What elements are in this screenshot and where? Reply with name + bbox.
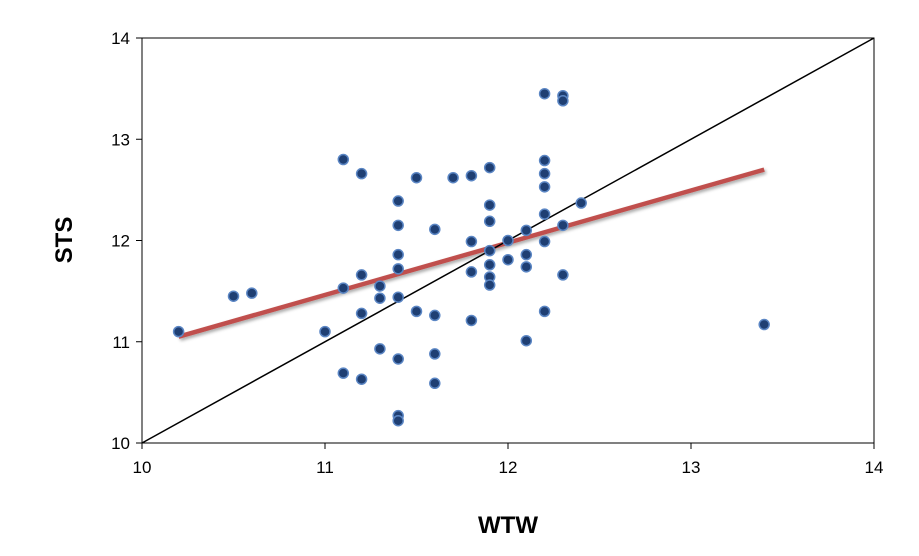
data-point xyxy=(538,87,551,100)
data-point xyxy=(538,167,551,180)
data-point xyxy=(483,279,496,291)
data-point xyxy=(538,181,551,193)
data-point xyxy=(410,305,423,318)
x-tick-label: 14 xyxy=(865,458,884,477)
data-point xyxy=(392,353,404,365)
data-point xyxy=(465,169,478,182)
x-axis-ticks: 10 11 12 13 14 xyxy=(133,443,884,477)
data-point xyxy=(538,305,551,318)
data-point xyxy=(465,314,478,327)
x-tick-label: 10 xyxy=(133,458,152,477)
y-axis-title: STS xyxy=(51,217,78,264)
data-point xyxy=(374,343,386,355)
data-point xyxy=(374,280,386,292)
data-point xyxy=(483,244,496,257)
data-point xyxy=(392,263,404,275)
data-point xyxy=(172,325,185,338)
data-point xyxy=(557,269,569,281)
data-point xyxy=(758,318,770,331)
data-point xyxy=(392,248,404,261)
data-point xyxy=(575,197,587,209)
data-point xyxy=(429,309,441,322)
data-point xyxy=(538,154,551,167)
data-point xyxy=(502,253,514,266)
data-point xyxy=(246,287,258,299)
data-point xyxy=(483,259,496,271)
data-point xyxy=(465,266,478,278)
x-tick-label: 12 xyxy=(499,458,518,477)
data-point xyxy=(447,171,459,184)
data-point xyxy=(557,95,569,107)
y-tick-label: 10 xyxy=(111,434,130,453)
data-point xyxy=(538,208,551,220)
data-point xyxy=(483,161,496,174)
data-point xyxy=(319,325,331,338)
data-point xyxy=(483,199,496,211)
data-point xyxy=(502,234,514,247)
data-point xyxy=(374,292,386,304)
x-axis-title: WTW xyxy=(478,512,538,539)
data-point xyxy=(429,377,441,390)
points-layer xyxy=(172,87,770,427)
data-point xyxy=(429,348,441,360)
data-point xyxy=(355,167,368,180)
y-tick-label: 12 xyxy=(111,232,130,251)
data-point xyxy=(520,248,533,261)
data-point xyxy=(557,219,569,232)
data-point xyxy=(520,224,533,237)
data-point xyxy=(465,235,478,248)
data-point xyxy=(227,290,240,302)
y-tick-label: 13 xyxy=(111,130,130,149)
data-point xyxy=(355,269,368,281)
data-point xyxy=(392,414,404,427)
data-point xyxy=(392,291,404,303)
data-point xyxy=(337,282,350,294)
x-tick-label: 11 xyxy=(316,458,334,477)
data-point xyxy=(410,171,423,184)
data-point xyxy=(392,195,404,207)
data-point xyxy=(520,261,533,273)
data-point xyxy=(355,307,368,320)
y-tick-label: 11 xyxy=(112,333,130,352)
y-tick-label: 14 xyxy=(111,29,130,48)
data-point xyxy=(337,367,350,379)
trend-line xyxy=(177,167,765,339)
data-point xyxy=(483,215,496,228)
x-tick-label: 13 xyxy=(682,458,701,477)
data-point xyxy=(429,223,441,236)
data-point xyxy=(355,373,368,385)
y-axis-ticks: 10 11 12 13 14 xyxy=(111,29,142,453)
data-point xyxy=(392,219,404,232)
data-point xyxy=(337,153,350,166)
data-point xyxy=(520,334,533,347)
data-point xyxy=(538,235,551,248)
